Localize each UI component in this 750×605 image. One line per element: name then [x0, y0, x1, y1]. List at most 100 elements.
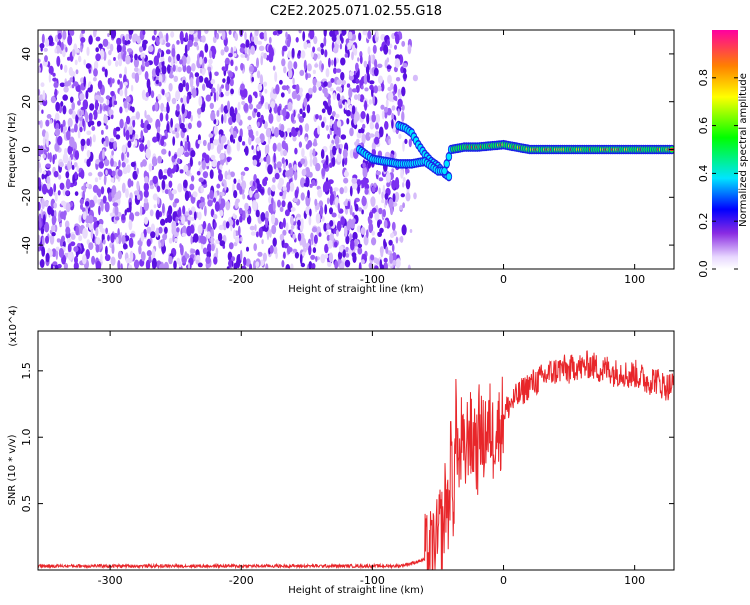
noise-cell — [54, 48, 57, 54]
noise-cell — [164, 226, 168, 234]
noise-cell — [388, 239, 393, 246]
noise-cell — [382, 209, 387, 218]
noise-cell — [290, 263, 294, 269]
noise-cell — [230, 88, 235, 95]
noise-cell — [329, 220, 334, 227]
noise-cell — [54, 192, 58, 202]
noise-cell — [46, 114, 52, 119]
x-tick-label: -100 — [360, 273, 385, 286]
noise-cell — [124, 66, 127, 76]
noise-cell — [256, 57, 259, 69]
noise-cell — [280, 124, 285, 132]
noise-cell — [361, 209, 364, 215]
noise-cell — [395, 258, 401, 269]
noise-cell — [218, 133, 222, 144]
noise-cell — [326, 197, 330, 205]
noise-cell — [58, 248, 64, 258]
noise-cell — [371, 237, 377, 246]
noise-cell — [113, 140, 117, 150]
noise-cell — [347, 200, 351, 210]
noise-cell — [299, 254, 303, 265]
noise-cell — [307, 140, 313, 148]
noise-cell — [179, 243, 182, 249]
noise-cell — [259, 188, 264, 194]
noise-cell — [126, 151, 130, 158]
noise-cell — [302, 30, 306, 42]
noise-cell — [208, 58, 213, 65]
noise-cell — [62, 152, 69, 164]
noise-cell — [391, 179, 396, 190]
noise-cell — [140, 251, 146, 262]
noise-cell — [253, 35, 259, 46]
noise-cell — [174, 198, 180, 204]
noise-cell — [233, 178, 237, 184]
noise-cell — [290, 215, 294, 226]
noise-cell — [187, 216, 192, 221]
noise-cell — [186, 170, 190, 177]
noise-cell — [200, 105, 205, 113]
noise-cell — [217, 232, 223, 242]
noise-cell — [118, 58, 123, 67]
noise-cell — [207, 194, 210, 200]
noise-cell — [352, 231, 358, 241]
noise-cell — [322, 100, 328, 107]
noise-cell — [320, 42, 324, 49]
noise-cell — [218, 172, 223, 182]
noise-cell — [374, 136, 380, 145]
noise-cell — [85, 111, 89, 123]
noise-cell — [84, 201, 90, 207]
noise-cell — [390, 207, 394, 216]
noise-cell — [103, 175, 107, 186]
noise-cell — [227, 100, 230, 111]
noise-cell — [304, 123, 310, 133]
noise-cell — [207, 199, 213, 207]
noise-cell — [39, 167, 42, 174]
noise-cell — [95, 47, 99, 53]
noise-cell — [210, 208, 215, 218]
noise-cell — [81, 30, 85, 34]
noise-cell — [95, 237, 101, 245]
noise-cell — [61, 235, 65, 243]
noise-cell — [403, 67, 407, 74]
noise-cell — [233, 46, 237, 52]
noise-cell — [380, 82, 385, 92]
noise-cell — [245, 258, 251, 267]
noise-cell — [130, 125, 133, 135]
noise-cell — [364, 87, 369, 92]
noise-cell — [189, 30, 195, 35]
noise-cell — [351, 88, 358, 93]
noise-cell — [378, 75, 383, 84]
noise-cell — [312, 141, 318, 147]
noise-cell — [374, 211, 380, 221]
noise-cell — [283, 251, 286, 259]
noise-cell — [76, 87, 81, 92]
noise-cell — [67, 243, 72, 253]
noise-cell — [368, 219, 373, 225]
noise-cell — [82, 99, 89, 109]
noise-cell — [119, 81, 123, 90]
noise-cell — [53, 170, 59, 178]
noise-cell — [124, 158, 129, 164]
noise-cell — [126, 207, 130, 213]
noise-cell — [243, 102, 249, 112]
noise-cell — [65, 46, 68, 53]
noise-cell — [134, 53, 138, 61]
noise-cell — [395, 182, 400, 190]
noise-cell — [234, 236, 240, 244]
noise-cell — [231, 256, 236, 262]
noise-cell — [69, 136, 75, 148]
noise-cell — [158, 226, 163, 234]
noise-cell — [225, 221, 230, 229]
noise-cell — [298, 141, 302, 148]
noise-cell — [367, 30, 372, 40]
noise-cell — [369, 133, 375, 138]
noise-cell — [239, 215, 243, 223]
noise-cell — [300, 192, 305, 201]
noise-cell — [310, 254, 316, 260]
noise-cell — [165, 113, 169, 122]
noise-cell — [246, 246, 249, 252]
noise-cell — [224, 59, 230, 65]
noise-cell — [201, 236, 207, 245]
noise-cell — [290, 113, 295, 123]
noise-cell — [45, 252, 50, 263]
